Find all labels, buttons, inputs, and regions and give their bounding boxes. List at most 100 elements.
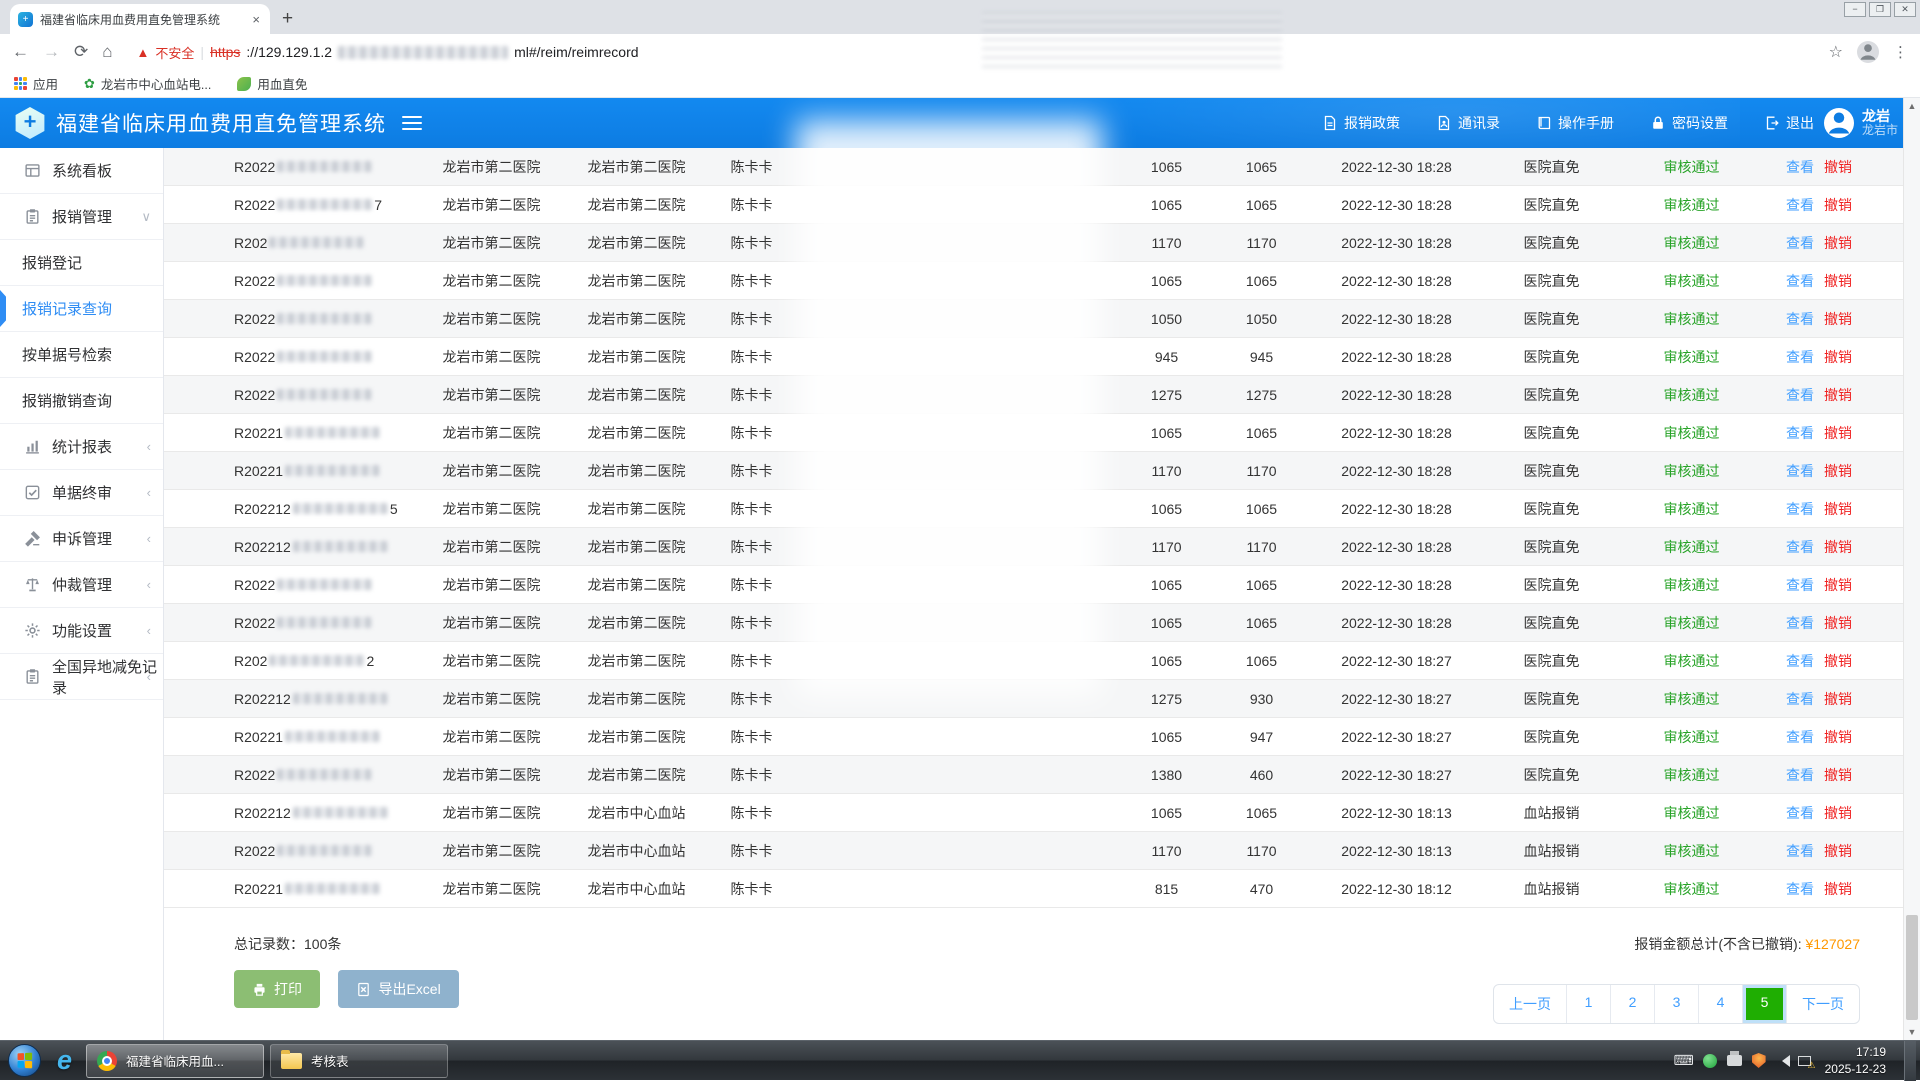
header-menu-contacts[interactable]: 通讯录 [1436,113,1500,133]
view-link[interactable]: 查看 [1786,233,1814,253]
restore-window-icon[interactable]: ❐ [1869,2,1891,17]
pagination-page-1[interactable]: 1 [1566,985,1610,1023]
view-link[interactable]: 查看 [1786,803,1814,823]
view-link[interactable]: 查看 [1786,537,1814,557]
view-link[interactable]: 查看 [1786,347,1814,367]
cancel-link[interactable]: 撤销 [1824,271,1852,291]
sidebar-item-reimburse-mgmt[interactable]: 报销管理∨ [0,194,163,240]
pagination-page-2[interactable]: 2 [1610,985,1654,1023]
view-link[interactable]: 查看 [1786,195,1814,215]
hamburger-menu-icon[interactable] [402,116,422,130]
cancel-link[interactable]: 撤销 [1824,841,1852,861]
sidebar-item-reimburse-cancel-query[interactable]: 报销撤销查询 [0,378,163,424]
cancel-link[interactable]: 撤销 [1824,499,1852,519]
export-excel-button[interactable]: 导出Excel [338,970,458,1008]
show-desktop-button[interactable] [1904,1041,1916,1081]
sidebar-item-doc-final-review[interactable]: 单据终审‹ [0,470,163,516]
page-scrollbar[interactable]: ▲ ▼ [1903,98,1920,1040]
cancel-link[interactable]: 撤销 [1824,613,1852,633]
view-link[interactable]: 查看 [1786,689,1814,709]
header-menu-password-settings[interactable]: 密码设置 [1650,113,1728,133]
header-menu-manual[interactable]: 操作手册 [1536,113,1614,133]
bookmark-blood-exempt[interactable]: 用血直免 [237,74,307,93]
bookmark-blood-center-site[interactable]: ✿龙岩市中心血站电... [84,74,211,93]
view-link[interactable]: 查看 [1786,613,1814,633]
cancel-link[interactable]: 撤销 [1824,651,1852,671]
tab-close-icon[interactable]: × [250,12,262,27]
sidebar-item-reimburse-records[interactable]: 报销记录查询 [0,286,163,332]
cancel-link[interactable]: 撤销 [1824,423,1852,443]
cancel-link[interactable]: 撤销 [1824,689,1852,709]
view-link[interactable]: 查看 [1786,879,1814,899]
clock[interactable]: 17:19 2025-12-23 [1825,1044,1886,1076]
browser-menu-icon[interactable]: ⋮ [1893,43,1908,61]
antivirus-tray-icon[interactable] [1703,1054,1717,1068]
volume-tray-icon[interactable] [1776,1055,1790,1067]
sidebar-item-appeal-mgmt[interactable]: 申诉管理‹ [0,516,163,562]
cancel-link[interactable]: 撤销 [1824,727,1852,747]
reload-icon[interactable]: ⟳ [74,42,88,62]
sidebar-item-search-by-doc-no[interactable]: 按单据号检索 [0,332,163,378]
back-icon[interactable]: ← [12,42,29,62]
cancel-link[interactable]: 撤销 [1824,385,1852,405]
cancel-link[interactable]: 撤销 [1824,879,1852,899]
view-link[interactable]: 查看 [1786,727,1814,747]
pagination-prev[interactable]: 上一页 [1494,985,1566,1023]
browser-profile-icon[interactable] [1857,41,1879,63]
view-link[interactable]: 查看 [1786,461,1814,481]
home-icon[interactable]: ⌂ [102,42,112,62]
scroll-down-icon[interactable]: ▼ [1904,1027,1920,1037]
cancel-link[interactable]: 撤销 [1824,461,1852,481]
cancel-link[interactable]: 撤销 [1824,157,1852,177]
sidebar-item-function-settings[interactable]: 功能设置‹ [0,608,163,654]
printer-tray-icon[interactable] [1727,1055,1742,1066]
taskbar-item-folder-window[interactable]: 考核表 [270,1044,448,1078]
new-tab-button[interactable]: + [282,8,293,30]
cancel-link[interactable]: 撤销 [1824,575,1852,595]
bookmark-apps[interactable]: 应用 [14,74,58,93]
cancel-link[interactable]: 撤销 [1824,537,1852,557]
pagination-page-4[interactable]: 4 [1698,985,1742,1023]
print-button[interactable]: 打印 [234,970,320,1008]
cancel-link[interactable]: 撤销 [1824,195,1852,215]
scrollbar-thumb[interactable] [1906,915,1918,1020]
pagination-page-3[interactable]: 3 [1654,985,1698,1023]
taskbar-item-chrome-window[interactable]: 福建省临床用血... [86,1044,264,1078]
view-link[interactable]: 查看 [1786,499,1814,519]
cancel-link[interactable]: 撤销 [1824,765,1852,785]
header-menu-logout[interactable]: 退出 [1764,113,1814,133]
view-link[interactable]: 查看 [1786,651,1814,671]
pagination-page-5[interactable]: 5 [1742,985,1786,1023]
bookmark-star-icon[interactable]: ☆ [1829,42,1843,62]
view-link[interactable]: 查看 [1786,423,1814,443]
pagination-next[interactable]: 下一页 [1786,985,1859,1023]
cancel-link[interactable]: 撤销 [1824,309,1852,329]
header-menu-reimburse-policy[interactable]: 报销政策 [1322,113,1400,133]
minimize-window-icon[interactable]: − [1844,2,1866,17]
view-link[interactable]: 查看 [1786,309,1814,329]
sidebar-item-dashboard[interactable]: 系统看板 [0,148,163,194]
view-link[interactable]: 查看 [1786,575,1814,595]
user-info[interactable]: 龙岩 龙岩市 [1824,108,1898,138]
view-link[interactable]: 查看 [1786,841,1814,861]
network-warning-tray-icon[interactable] [1798,1056,1811,1066]
view-link[interactable]: 查看 [1786,157,1814,177]
forward-icon[interactable]: → [43,42,60,62]
start-button[interactable] [8,1044,41,1077]
view-link[interactable]: 查看 [1786,385,1814,405]
sidebar-item-arbitration-mgmt[interactable]: 仲裁管理‹ [0,562,163,608]
security-center-tray-icon[interactable] [1752,1053,1766,1068]
keyboard-tray-icon[interactable]: ⌨ [1675,1052,1693,1070]
close-window-icon[interactable]: ✕ [1894,2,1916,17]
cancel-link[interactable]: 撤销 [1824,233,1852,253]
sidebar-item-national-remote-records[interactable]: 全国异地减免记录‹ [0,654,163,700]
internet-explorer-icon[interactable]: e [57,1045,72,1076]
cancel-link[interactable]: 撤销 [1824,347,1852,367]
browser-tab[interactable]: + 福建省临床用血费用直免管理系统 × [10,4,270,34]
view-link[interactable]: 查看 [1786,271,1814,291]
view-link[interactable]: 查看 [1786,765,1814,785]
sidebar-item-stats-report[interactable]: 统计报表‹ [0,424,163,470]
url-input[interactable]: ▲ 不安全 | https ://129.129.1.2 ml#/reim/re… [127,38,1815,66]
cancel-link[interactable]: 撤销 [1824,803,1852,823]
sidebar-item-reimburse-register[interactable]: 报销登记 [0,240,163,286]
